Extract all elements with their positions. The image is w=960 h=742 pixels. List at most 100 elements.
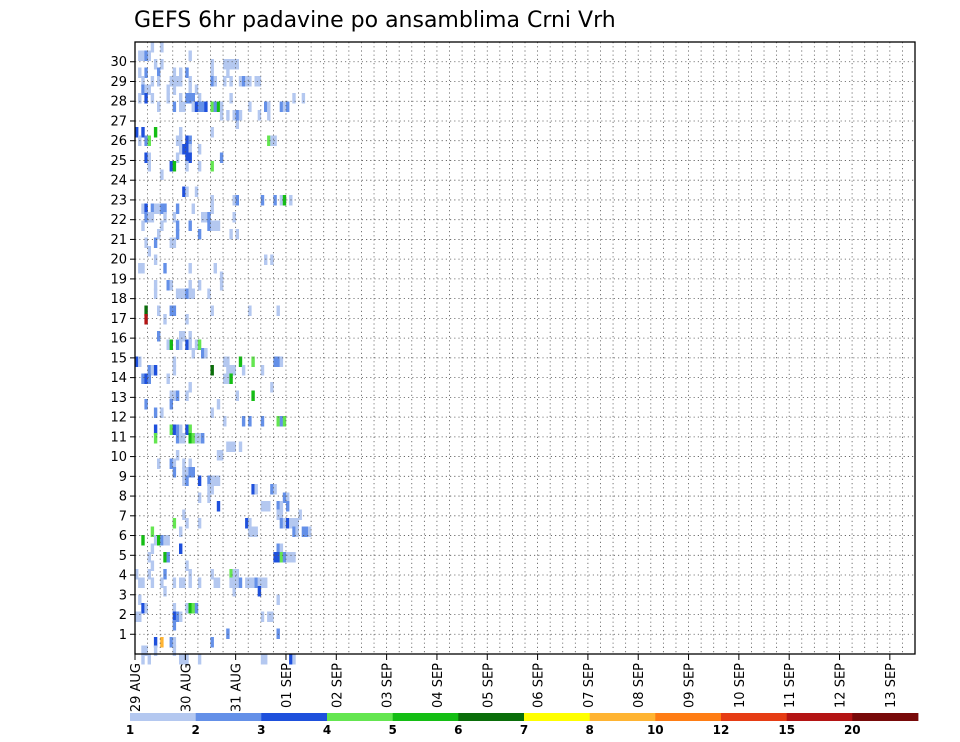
heatmap-cell [172,390,177,401]
heatmap-cell [229,76,233,87]
heatmap-cell [207,288,211,299]
colorbar-legend: 1 2 3 4 5 6 7 8 10 12 15 20 [126,713,919,737]
y-tick-label: 7 [119,509,127,524]
heatmap-cell [232,195,236,206]
heatmap-cell [153,280,158,291]
heatmap-cell [160,59,164,70]
heatmap-cell [185,518,189,529]
heatmap-cell [210,127,214,138]
heatmap-cell [188,280,192,291]
heatmap-cell [264,501,268,512]
heatmap-cell [194,433,199,444]
heatmap-cell [223,416,227,427]
heatmap-cell [210,365,214,376]
heatmap-cell [188,144,192,155]
y-tick-label: 5 [119,549,127,564]
heatmap-cell [172,467,177,478]
heatmap-cell [219,110,224,121]
heatmap-cell [226,110,230,121]
x-tick-label: 02 SEP [330,663,345,708]
heatmap-cell [229,577,233,588]
heatmap-cell [260,611,265,622]
heatmap-cell [298,509,302,520]
heatmap-cell [267,501,271,512]
heatmap-cell [163,569,167,580]
heatmap-cell [223,76,227,87]
heatmap-cell [210,484,214,495]
x-tick-label: 30 AUG [179,663,194,712]
heatmap-cell [147,212,151,223]
heatmap-cell [273,484,277,495]
heatmap-cell [267,611,271,622]
colorbar-label: 5 [389,723,397,737]
heatmap-cell [147,50,151,61]
heatmap-cell [172,458,177,469]
heatmap-cell [153,407,158,418]
heatmap-cell [235,59,239,70]
heatmap-cell [264,577,268,588]
heatmap-cell [282,416,287,427]
heatmap-cell [229,569,233,580]
colorbar-label: 3 [257,723,265,737]
heatmap-cell [210,101,214,112]
heatmap-cell [179,76,183,87]
x-tick-label: 12 SEP [834,663,849,708]
heatmap-cell [185,339,189,350]
heatmap-cell [175,339,180,350]
heatmap-cell [175,390,180,401]
heatmap-cell [153,288,158,299]
heatmap-cell [276,509,280,520]
heatmap-cell [179,339,183,350]
heatmap-cell [204,212,208,223]
heatmap-cell [185,424,189,435]
heatmap-cell [175,450,180,461]
y-tick-label: 27 [110,114,127,129]
heatmap-cell [160,637,164,648]
heatmap-cell [197,229,202,240]
heatmap-cell [197,518,202,529]
heatmap-cell [207,484,211,495]
heatmap-cell [144,67,148,78]
heatmap-cell [301,93,306,104]
heatmap-cell [172,424,177,435]
colorbar-swatch [852,713,919,721]
heatmap-cell [179,144,183,155]
heatmap-cell [172,101,177,112]
heatmap-cell [232,59,236,70]
heatmap-cell [197,492,202,503]
heatmap-cell [282,552,287,563]
heatmap-cell [251,390,255,401]
heatmap-cell [216,101,221,112]
x-axis: 29 AUG 30 AUG 31 AUG 01 SEP 02 SEP 03 SEP 04 S… [129,654,899,712]
heatmap-cell [169,161,173,172]
heatmap-cell [179,577,183,588]
heatmap-cell [219,450,224,461]
heatmap-cell [257,586,262,597]
heatmap-cell [194,186,199,197]
heatmap-cell [172,645,177,656]
heatmap-cell [160,203,164,214]
heatmap-cell [153,433,158,444]
heatmap-cell [172,212,177,223]
heatmap-cell [172,518,177,529]
y-tick-label: 8 [119,490,127,505]
heatmap-cell [166,373,170,384]
heatmap-cell [169,305,173,316]
heatmap-cell [141,654,145,665]
heatmap-cell [150,42,155,53]
heatmap-cell [153,424,158,435]
heatmap-cell [279,543,284,554]
heatmap-cell [276,356,280,367]
heatmap-cell [182,467,186,478]
heatmap-cell [188,288,192,299]
heatmap-cell [135,127,139,138]
heatmap-cell [251,356,255,367]
heatmap-cell [182,144,186,155]
heatmap-cell [144,93,148,104]
heatmap-cell [279,416,284,427]
y-tick-label: 10 [110,450,127,465]
colorbar-label: 10 [647,723,664,737]
chart-title: GEFS 6hr padavine po ansamblima Crni Vrh [134,8,616,33]
heatmap-cell [226,628,230,639]
heatmap-cell [157,458,161,469]
